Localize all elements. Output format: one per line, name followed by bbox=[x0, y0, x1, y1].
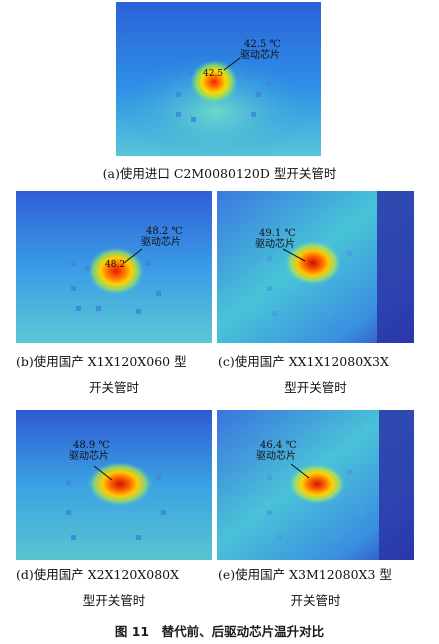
temperature-label-d: 48.9 ℃ bbox=[73, 440, 110, 451]
thermal-image-e bbox=[217, 410, 414, 560]
temperature-label-b: 48.2 ℃ bbox=[146, 226, 183, 237]
temperature-label-c: 49.1 ℃ bbox=[259, 228, 296, 239]
chip-label-e: 驱动芯片 bbox=[256, 451, 296, 462]
caption-e-line2: 开关管时 bbox=[290, 593, 341, 608]
temperature-label-e: 46.4 ℃ bbox=[260, 440, 297, 451]
spot-readout-b: 48.2 bbox=[105, 260, 126, 270]
temperature-label-a: 42.5 ℃ bbox=[244, 39, 281, 50]
figure-title: 图 11 替代前、后驱动芯片温升对比 bbox=[114, 624, 325, 639]
chip-label-b: 驱动芯片 bbox=[141, 237, 181, 248]
thermal-image-c bbox=[217, 191, 414, 343]
caption-b-line2: 开关管时 bbox=[88, 380, 139, 395]
chip-label-d: 驱动芯片 bbox=[69, 451, 109, 462]
caption-a: (a)使用进口 C2M0080120D 型开关管时 bbox=[102, 166, 337, 181]
caption-d-line1: (d)使用国产 X2X120X080X bbox=[16, 567, 179, 582]
thermal-image-a bbox=[116, 2, 321, 156]
caption-e-line1: (e)使用国产 X3M12080X3 型 bbox=[218, 567, 392, 582]
caption-c-line1: (c)使用国产 XX1X12080X3X bbox=[218, 354, 389, 369]
thermal-image-b bbox=[16, 191, 212, 343]
caption-c-line2: 型开关管时 bbox=[284, 380, 347, 395]
chip-label-c: 驱动芯片 bbox=[255, 239, 295, 250]
caption-b-line1: (b)使用国产 X1X120X060 型 bbox=[16, 354, 187, 369]
spot-readout-a: 42.5 bbox=[203, 69, 224, 79]
caption-d-line2: 型开关管时 bbox=[82, 593, 146, 608]
chip-label-a: 驱动芯片 bbox=[240, 50, 280, 61]
thermal-image-d bbox=[16, 410, 212, 560]
